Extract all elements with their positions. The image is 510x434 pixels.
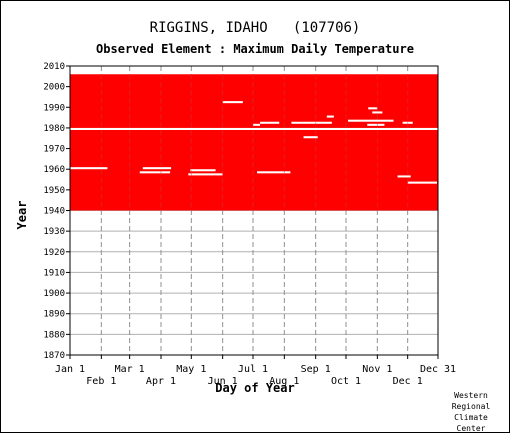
missing-segment	[348, 119, 394, 122]
wrcc-credit: Western Regional Climate Center	[447, 390, 495, 434]
missing-segment	[142, 167, 172, 170]
y-tick-label: 1940	[43, 207, 65, 217]
x-tick-label: Aug 1	[269, 376, 299, 387]
x-tick-label: Oct 1	[331, 376, 361, 387]
x-tick-label: Jul 1	[238, 364, 268, 375]
missing-segment	[407, 181, 437, 184]
y-tick-label: 1870	[43, 351, 65, 361]
missing-segment	[252, 123, 261, 126]
x-tick-label: Dec 31	[420, 364, 456, 375]
missing-segment	[70, 167, 108, 170]
x-tick-label: Mar 1	[115, 364, 145, 375]
x-tick-label: Jun 1	[208, 376, 238, 387]
chart-subtitle: Observed Element : Maximum Daily Tempera…	[96, 42, 414, 56]
credit-line: Western	[454, 391, 488, 400]
y-axis-ticks: 1870 1880 1890 1900 1910 1920 1930 1940 1950 1960…	[43, 62, 70, 361]
y-tick-label: 1910	[43, 268, 65, 278]
x-tick-label: Sep 1	[301, 364, 331, 375]
missing-segment	[188, 173, 223, 176]
x-tick-label: Feb 1	[86, 376, 116, 387]
y-tick-label: 1880	[43, 330, 65, 340]
missing-segment	[368, 107, 378, 110]
missing-segment	[397, 175, 411, 178]
y-tick-label: 1980	[43, 124, 65, 134]
y-tick-label: 1990	[43, 103, 65, 113]
credit-line: Center	[456, 424, 486, 433]
y-tick-label: 1890	[43, 310, 65, 320]
y-axis-label: Year	[15, 200, 29, 230]
x-tick-label: Apr 1	[146, 376, 176, 387]
missing-segment	[222, 101, 243, 104]
data-layer	[70, 74, 438, 211]
chart-title: RIGGINS, IDAHO (107706)	[149, 20, 361, 36]
x-tick-label: Dec 1	[393, 376, 423, 387]
missing-layer	[70, 101, 438, 184]
missing-segment	[257, 171, 291, 174]
missing-segment	[190, 169, 216, 172]
credit-line: Regional	[451, 402, 491, 411]
x-axis-ticks: Jan 1 Mar 1 May 1 Jul 1 Sep 1 Nov 1 Dec 31 Feb …	[55, 355, 456, 387]
y-tick-label: 1950	[43, 186, 65, 196]
missing-segment	[372, 111, 383, 114]
missing-segment	[303, 136, 318, 139]
data-coverage-block	[70, 74, 438, 211]
y-tick-label: 1930	[43, 227, 65, 237]
missing-segment	[139, 171, 171, 174]
x-tick-label: Nov 1	[362, 364, 392, 375]
y-tick-label: 1960	[43, 165, 65, 175]
y-tick-label: 1920	[43, 248, 65, 258]
missing-segment	[260, 121, 280, 124]
missing-year	[70, 127, 438, 130]
missing-segment	[326, 115, 334, 118]
x-tick-label: May 1	[176, 364, 206, 375]
y-tick-label: 1970	[43, 145, 65, 155]
missing-segment	[367, 123, 385, 126]
missing-segment	[291, 121, 332, 124]
y-tick-label: 1900	[43, 289, 65, 299]
y-tick-label: 2010	[43, 62, 65, 72]
credit-line: Climate	[454, 413, 488, 422]
y-tick-label: 2000	[43, 83, 65, 93]
gridline-overlay	[100, 74, 409, 211]
x-axis-label: Day of Year	[215, 381, 295, 395]
x-tick-label: Jan 1	[55, 364, 85, 375]
